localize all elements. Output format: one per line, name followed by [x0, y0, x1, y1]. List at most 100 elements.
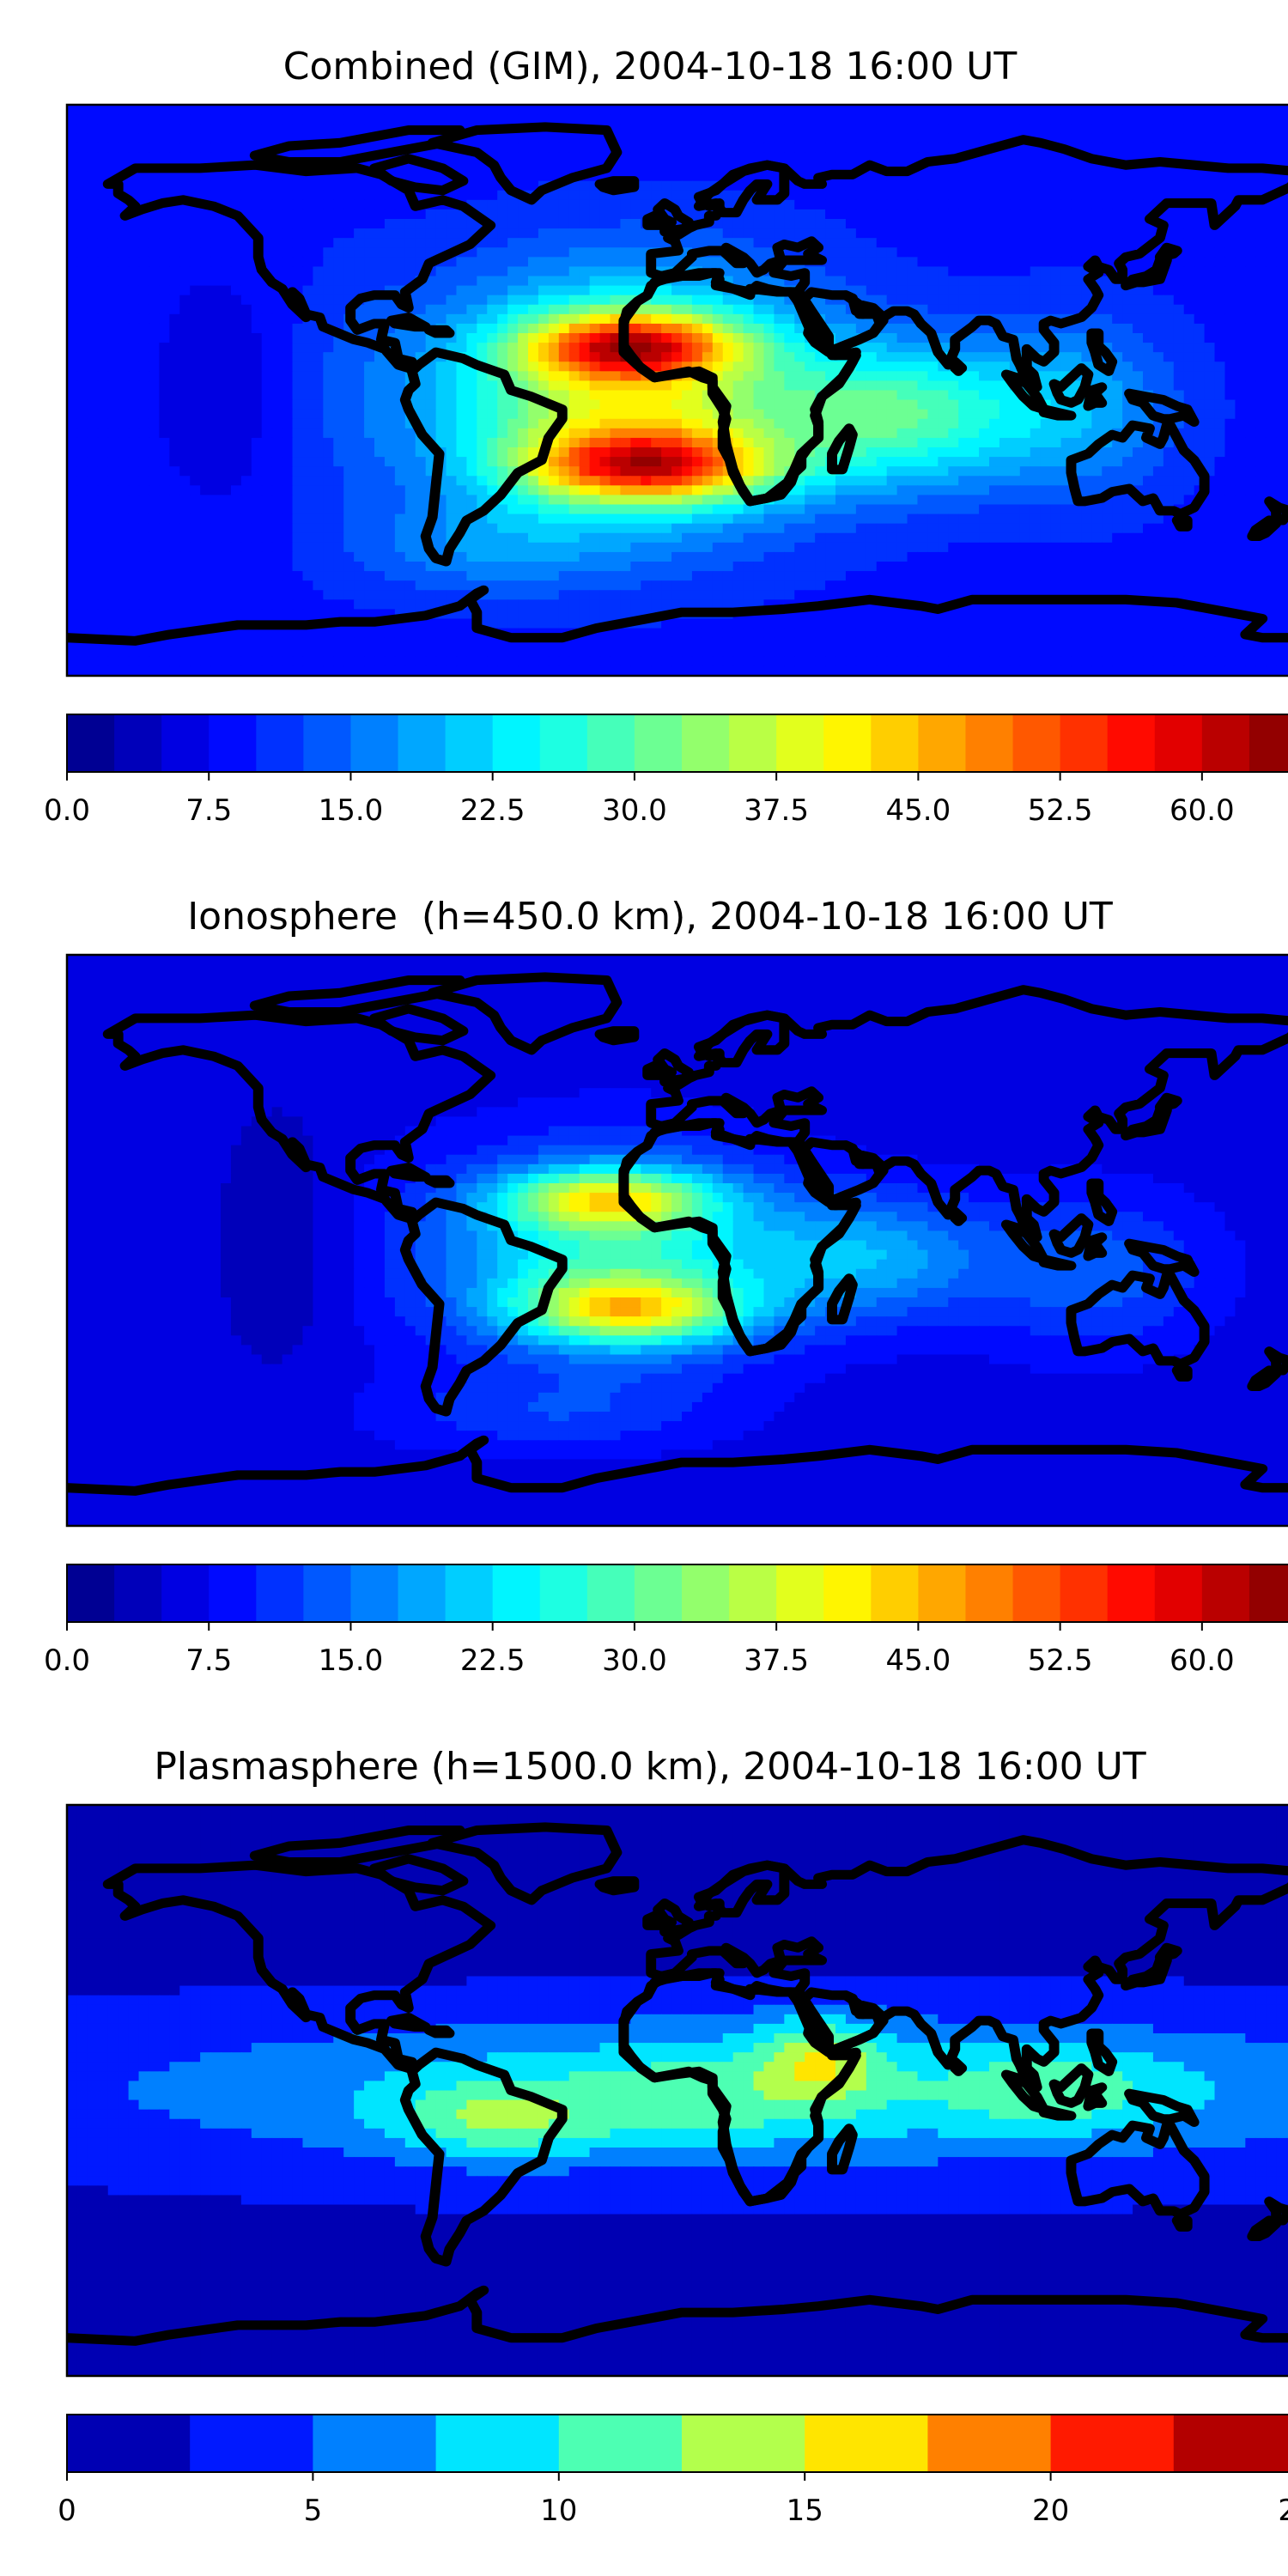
heatmap-cell	[589, 399, 601, 410]
heatmap-cell	[1183, 124, 1195, 134]
heatmap-cell	[1102, 114, 1113, 125]
heatmap-cell	[599, 285, 611, 296]
heatmap-cell	[979, 228, 990, 239]
heatmap-cell	[1133, 476, 1144, 486]
heatmap-cell	[558, 476, 570, 486]
heatmap-cell	[354, 352, 365, 362]
heatmap-cell	[159, 285, 170, 296]
heatmap-cell	[138, 361, 150, 372]
heatmap-cell	[568, 199, 580, 210]
heatmap-cell	[1266, 152, 1277, 163]
heatmap-cell	[128, 247, 140, 258]
heatmap-cell	[343, 476, 355, 486]
heatmap-cell	[999, 199, 1011, 210]
heatmap-cell	[886, 152, 898, 163]
heatmap-cell	[210, 295, 222, 306]
heatmap-cell	[948, 323, 959, 334]
heatmap-cell	[712, 228, 724, 239]
heatmap-cell	[415, 133, 427, 143]
heatmap-cell	[87, 257, 99, 268]
heatmap-cell	[435, 399, 447, 410]
heatmap-cell	[1122, 133, 1133, 143]
heatmap-cell	[1266, 257, 1277, 268]
heatmap-cell	[896, 399, 908, 410]
heatmap-cell	[200, 228, 211, 239]
heatmap-cell	[210, 209, 222, 220]
heatmap-cell	[989, 228, 1000, 239]
heatmap-cell	[568, 143, 580, 154]
heatmap-cell	[97, 247, 109, 258]
heatmap-cell	[1122, 180, 1133, 191]
heatmap-cell	[958, 447, 969, 458]
heatmap-cell	[1245, 457, 1256, 467]
heatmap-cell	[774, 343, 785, 353]
heatmap-cell	[518, 133, 529, 143]
heatmap-cell	[1173, 304, 1185, 315]
heatmap-cell	[466, 180, 477, 191]
heatmap-cell	[927, 219, 939, 229]
heatmap-cell	[138, 409, 150, 420]
heatmap-cell	[190, 428, 201, 439]
heatmap-cell	[763, 437, 775, 448]
heatmap-cell	[1133, 466, 1144, 477]
heatmap-cell	[876, 418, 888, 429]
heatmap-cell	[518, 295, 529, 306]
heatmap-cell	[1152, 124, 1164, 134]
heatmap-cell	[1009, 209, 1021, 220]
heatmap-cell	[969, 133, 980, 143]
heatmap-cell	[661, 390, 672, 401]
heatmap-cell	[1143, 285, 1154, 296]
heatmap-cell	[969, 361, 980, 372]
heatmap-cell	[825, 495, 836, 506]
heatmap-cell	[200, 466, 211, 477]
heatmap-cell	[97, 390, 109, 401]
heatmap-cell	[384, 380, 396, 392]
heatmap-cell	[866, 361, 878, 372]
heatmap-cell	[1081, 180, 1092, 191]
heatmap-cell	[487, 133, 498, 143]
heatmap-cell	[282, 105, 294, 115]
heatmap-cell	[425, 418, 437, 429]
heatmap-cell	[1183, 209, 1195, 220]
heatmap-cell	[835, 266, 847, 277]
heatmap-cell	[87, 409, 99, 420]
heatmap-cell	[528, 219, 539, 229]
heatmap-cell	[1194, 124, 1206, 134]
heatmap-cell	[333, 304, 344, 315]
heatmap-cell	[948, 313, 959, 325]
heatmap-cell	[568, 495, 580, 506]
heatmap-cell	[774, 199, 785, 210]
heatmap-cell	[886, 466, 898, 477]
heatmap-cell	[969, 304, 980, 315]
heatmap-cell	[1019, 466, 1031, 477]
heatmap-cell	[1143, 180, 1154, 191]
heatmap-cell	[1071, 199, 1082, 210]
heatmap-cell	[835, 276, 847, 287]
heatmap-cell	[313, 295, 324, 306]
heatmap-cell	[477, 495, 488, 506]
heatmap-cell	[1235, 428, 1246, 439]
heatmap-cell	[333, 114, 344, 125]
heatmap-cell	[712, 343, 724, 353]
heatmap-cell	[548, 409, 560, 420]
heatmap-cell	[938, 257, 949, 268]
heatmap-cell	[67, 343, 78, 353]
heatmap-cell	[989, 180, 1000, 191]
heatmap-cell	[107, 466, 119, 477]
heatmap-cell	[907, 323, 919, 334]
heatmap-cell	[313, 228, 324, 239]
heatmap-cell	[76, 380, 88, 392]
heatmap-cell	[568, 485, 580, 496]
heatmap-cell	[1112, 323, 1123, 334]
heatmap-cell	[518, 313, 529, 325]
heatmap-cell	[87, 219, 99, 229]
heatmap-cell	[354, 124, 365, 134]
heatmap-cell	[1050, 276, 1062, 287]
heatmap-cell	[641, 304, 652, 315]
heatmap-cell	[855, 447, 867, 458]
heatmap-cell	[1235, 380, 1246, 392]
heatmap-cell	[548, 247, 560, 258]
heatmap-cell	[558, 304, 570, 315]
heatmap-cell	[169, 399, 180, 410]
heatmap-cell	[1286, 209, 1288, 220]
